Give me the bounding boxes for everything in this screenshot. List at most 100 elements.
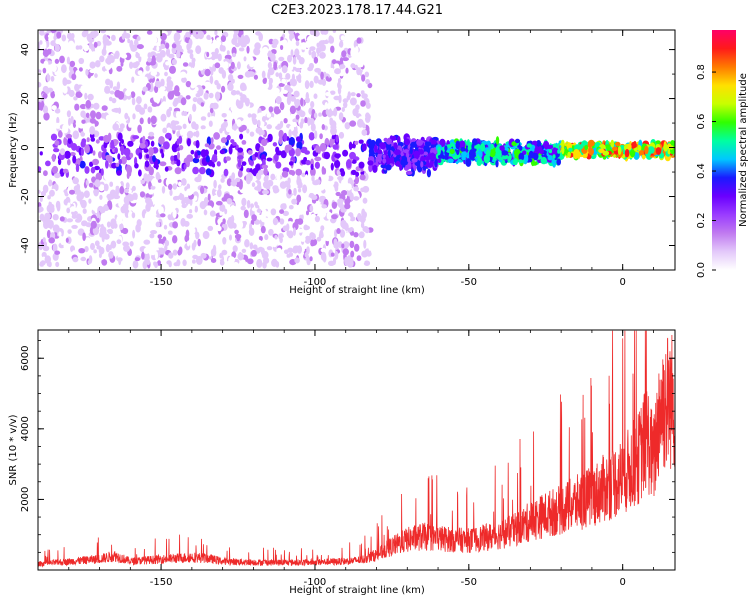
heatmap-cell <box>400 159 407 166</box>
heatmap-cell <box>220 177 225 183</box>
heatmap-cell <box>357 213 362 222</box>
heatmap-cell <box>75 50 79 60</box>
heatmap-cell <box>177 151 180 160</box>
heatmap-cell <box>255 31 262 36</box>
heatmap-cell <box>67 202 71 208</box>
heatmap-cell <box>39 40 43 45</box>
heatmap-cell <box>267 71 271 80</box>
heatmap-cell <box>314 161 320 169</box>
heatmap-cell <box>511 141 517 147</box>
heatmap-cell <box>349 97 357 106</box>
heatmap-cell <box>514 138 521 144</box>
heatmap-cell <box>73 185 79 193</box>
heatmap-cell <box>73 96 78 101</box>
heatmap-cell <box>95 172 103 181</box>
heatmap-cell <box>292 121 297 128</box>
heatmap-cell <box>147 42 155 50</box>
heatmap-cell <box>340 170 346 177</box>
heatmap-cell <box>240 40 247 48</box>
heatmap-cell <box>310 167 316 177</box>
heatmap-cell <box>165 48 171 57</box>
heatmap-cell <box>602 150 610 156</box>
heatmap-cell <box>282 256 288 266</box>
heatmap-cell <box>223 61 229 70</box>
heatmap-cell <box>174 167 182 175</box>
heatmap-cell <box>145 197 152 205</box>
spectrogram-x-ticks: -150 -100 -50 0 <box>37 30 654 288</box>
heatmap-cell <box>70 116 74 124</box>
heatmap-cell <box>349 151 356 160</box>
heatmap-cell <box>393 142 398 150</box>
heatmap-cell <box>131 125 136 134</box>
heatmap-cell <box>329 67 335 77</box>
heatmap-cell <box>367 238 371 245</box>
heatmap-cell <box>341 107 345 112</box>
heatmap-cell <box>41 130 46 139</box>
snr-line-layer <box>38 330 675 568</box>
heatmap-cell <box>308 132 315 141</box>
heatmap-cell <box>142 86 148 92</box>
heatmap-cell <box>148 131 155 137</box>
heatmap-cell <box>278 136 283 145</box>
heatmap-cell <box>39 30 45 36</box>
heatmap-cell <box>221 249 228 256</box>
heatmap-cell <box>437 158 442 163</box>
snr-frame <box>37 329 676 571</box>
heatmap-cell <box>341 243 345 249</box>
heatmap-cell <box>276 247 282 253</box>
heatmap-cell <box>150 230 158 235</box>
heatmap-cell <box>87 93 94 101</box>
heatmap-cell <box>204 143 210 148</box>
heatmap-cell <box>351 169 357 176</box>
heatmap-cell <box>136 44 144 50</box>
snr-x-ticks: -150 -100 -50 0 <box>37 330 654 588</box>
heatmap-cell <box>202 230 210 240</box>
heatmap-cell <box>124 188 129 193</box>
heatmap-cell <box>69 152 76 156</box>
heatmap-cell <box>227 74 234 82</box>
heatmap-cell <box>261 116 267 122</box>
heatmap-cell <box>94 73 98 78</box>
heatmap-cell <box>176 70 180 75</box>
heatmap-cell <box>43 60 49 68</box>
heatmap-cell <box>334 250 339 260</box>
heatmap-cell <box>219 252 224 259</box>
heatmap-cell <box>288 161 294 166</box>
heatmap-cell <box>105 78 111 86</box>
heatmap-cell <box>295 136 301 143</box>
heatmap-cell <box>461 151 468 158</box>
heatmap-cell <box>222 107 226 112</box>
heatmap-cell <box>75 45 80 50</box>
heatmap-cell <box>235 177 241 183</box>
heatmap-cell <box>237 74 244 79</box>
heatmap-cell <box>52 243 58 253</box>
heatmap-cell <box>68 117 71 126</box>
heatmap-cell <box>254 219 261 225</box>
y-tick-label: 40 <box>20 43 31 56</box>
heatmap-cell <box>204 68 211 77</box>
heatmap-cell <box>469 149 474 159</box>
heatmap-cell <box>207 193 211 201</box>
heatmap-cell <box>250 126 257 131</box>
heatmap-cell <box>108 195 115 200</box>
heatmap-cell <box>334 153 341 159</box>
heatmap-cell <box>187 49 194 54</box>
heatmap-cell <box>526 158 533 163</box>
heatmap-cell <box>460 147 466 152</box>
heatmap-cell <box>61 127 69 134</box>
heatmap-cell <box>416 139 423 146</box>
heatmap-cell <box>353 196 360 201</box>
heatmap-cell <box>547 155 553 161</box>
heatmap-cell <box>368 163 373 173</box>
heatmap-cell <box>324 172 329 182</box>
heatmap-cell <box>300 42 307 50</box>
heatmap-cell <box>116 81 121 90</box>
heatmap-cell <box>489 149 496 158</box>
heatmap-cell <box>131 76 135 83</box>
heatmap-cell <box>310 213 317 222</box>
heatmap-cell <box>320 248 327 253</box>
heatmap-cell <box>195 114 202 119</box>
heatmap-cell <box>42 93 48 99</box>
heatmap-cell <box>190 218 196 227</box>
heatmap-cell <box>153 261 157 266</box>
